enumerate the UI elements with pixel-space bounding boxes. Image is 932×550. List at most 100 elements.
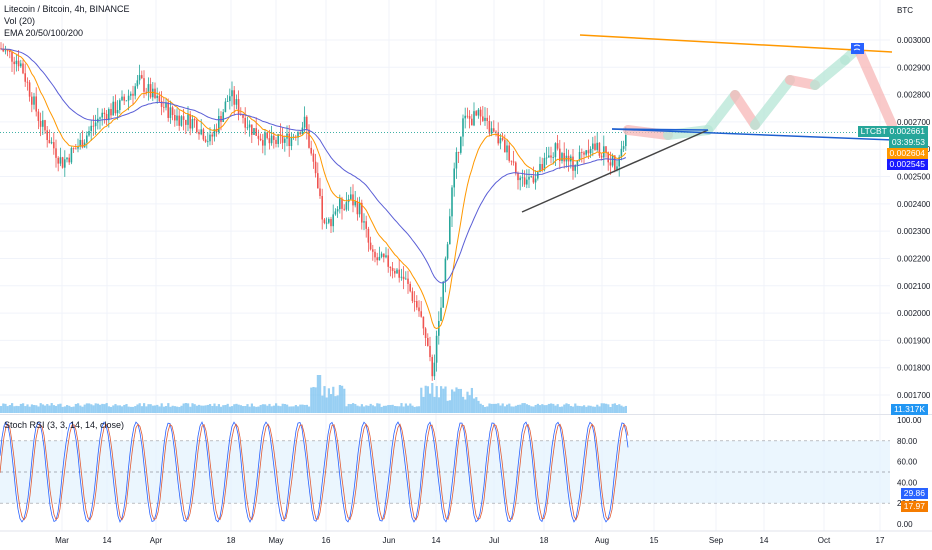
candle-body [453, 168, 455, 188]
stoch-k-line [0, 421, 629, 523]
volume-bar [156, 404, 159, 413]
candle-body [81, 139, 84, 148]
volume-bar [228, 406, 231, 413]
symbol-legend[interactable]: Litecoin / Bitcoin, 4h, BINANCE [4, 4, 130, 14]
volume-bar [255, 406, 258, 413]
volume-bar [539, 405, 542, 413]
candle-body [207, 141, 209, 143]
candle-body [17, 60, 20, 67]
stoch-legend[interactable]: Stoch RSI (3, 3, 14, 14, close) [4, 420, 125, 430]
volume-bar [455, 387, 458, 413]
volume-bar [81, 406, 84, 413]
candle-body [200, 129, 202, 135]
candle-body [277, 134, 279, 144]
volume-bar [253, 406, 256, 413]
volume-bar [158, 406, 161, 413]
candle-body [365, 221, 367, 229]
volume-bar [121, 406, 124, 413]
candle-body [13, 61, 15, 65]
volume-bar [125, 404, 128, 413]
candle-body [550, 155, 552, 158]
volume-bar [481, 405, 484, 413]
volume-bar [145, 406, 148, 413]
volume-bar [495, 403, 498, 413]
volume-bar [343, 388, 346, 413]
candle-body [33, 96, 35, 105]
price-tick-label: 0.003000 [897, 36, 931, 45]
stoch-tick-label: 40.00 [897, 478, 918, 487]
volume-bar [297, 406, 300, 413]
candle-body [15, 60, 18, 65]
candle-body [352, 194, 354, 206]
candle-body [455, 152, 458, 169]
candle-body [266, 132, 268, 139]
pane-separator[interactable] [0, 414, 932, 415]
candle-body [611, 155, 614, 166]
volume-legend[interactable]: Vol (20) [4, 16, 36, 26]
volume-bar [110, 406, 113, 413]
price-axis-unit: BTC [897, 6, 913, 15]
candle-body [310, 147, 312, 154]
volume-tag: 11.317K [890, 404, 928, 415]
projection-segment [853, 43, 897, 130]
candle-body [125, 100, 128, 102]
volume-bar [294, 405, 297, 413]
volume-bar [239, 405, 242, 413]
candle-body [235, 99, 238, 105]
volume-bar [176, 406, 179, 413]
candle-body [299, 132, 301, 135]
ema-legend[interactable]: EMA 20/50/100/200 [4, 28, 84, 38]
volume-bar [332, 386, 335, 413]
candle-body [380, 253, 383, 257]
price-tick-label: 0.002100 [897, 282, 931, 291]
candle-body [504, 139, 506, 153]
volume-bar [15, 405, 18, 413]
volume-bar [404, 403, 407, 413]
volume-bar [358, 406, 361, 413]
volume-bar [613, 403, 616, 413]
volume-bar [127, 406, 130, 413]
time-tick-label: Jun [383, 536, 396, 545]
projection-segment [730, 90, 760, 130]
price-tick-label: 0.002700 [897, 118, 931, 127]
volume-bar [281, 403, 284, 413]
candle-body [262, 140, 264, 146]
candle-body [556, 143, 559, 149]
volume-bar [2, 403, 5, 413]
candle-body [75, 148, 77, 150]
candle-body [396, 269, 398, 274]
candle-body [625, 134, 627, 147]
volume-bar [407, 405, 410, 413]
volume-bar [160, 403, 163, 413]
volume-bar [521, 403, 524, 413]
volume-bar [79, 405, 82, 413]
candle-body [374, 251, 376, 258]
candle-body [578, 152, 581, 161]
candle-body [317, 173, 319, 189]
stoch-tick-label: 60.00 [897, 458, 918, 467]
candle-body [433, 362, 436, 377]
candle-body [4, 50, 7, 52]
volume-bar [101, 403, 104, 413]
candle-body [220, 116, 222, 123]
volume-bar [569, 405, 572, 413]
volume-bar [63, 406, 66, 413]
candle-body [411, 291, 414, 302]
volume-bar [429, 393, 432, 413]
time-tick-label: 16 [322, 536, 331, 545]
candle-body [180, 116, 183, 126]
candle-body [407, 278, 409, 284]
volume-bar [596, 404, 599, 413]
price-tick-label: 0.002900 [897, 63, 931, 72]
last-price-tag: 0.002661 [886, 126, 928, 137]
candle-body [477, 109, 480, 116]
volume-bar [347, 403, 350, 413]
candle-body [224, 101, 227, 113]
volume-bar [409, 403, 412, 413]
ascending-trendline [521, 129, 709, 213]
candle-body [325, 222, 328, 224]
volume-bar [88, 403, 91, 413]
stoch-d-line [0, 423, 629, 521]
time-tick-label: Aug [595, 536, 609, 545]
